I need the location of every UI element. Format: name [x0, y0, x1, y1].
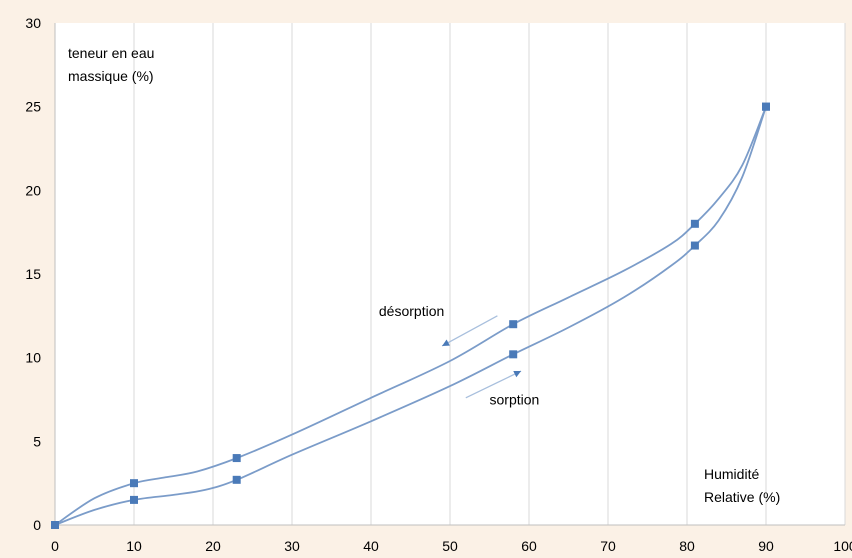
- y-tick-label: 20: [25, 182, 41, 198]
- x-tick-label: 40: [363, 538, 379, 554]
- y-axis-label-line2: massique (%): [68, 68, 154, 84]
- annotation-arrow-head: [513, 370, 522, 378]
- y-tick-label: 30: [25, 15, 41, 31]
- series-group: [51, 102, 770, 529]
- annotation-arrow-line: [441, 315, 498, 347]
- x-tick-label: 60: [521, 538, 537, 554]
- data-point-sorption: [130, 495, 138, 504]
- annotation-arrow-line: [465, 370, 522, 399]
- annotation-arrows: [441, 315, 522, 399]
- y-tick-label: 10: [25, 350, 41, 366]
- y-axis-label-line1: teneur en eau: [68, 45, 154, 61]
- data-point-desorption: [509, 320, 518, 329]
- y-tick-label: 25: [25, 99, 41, 115]
- y-tick-label: 5: [33, 433, 41, 449]
- y-tick-label: 15: [25, 266, 41, 282]
- annotation-arrow-head: [442, 339, 450, 346]
- x-tick-label: 90: [758, 538, 774, 554]
- x-tick-label: 30: [284, 538, 300, 554]
- data-point-sorption: [232, 475, 241, 484]
- x-tick-label: 50: [442, 538, 458, 554]
- x-tick-label: 70: [600, 538, 616, 554]
- x-tick-label: 20: [205, 538, 221, 554]
- annotation-sorption: sorption: [490, 392, 540, 408]
- x-axis-label-line2: Relative (%): [704, 489, 780, 505]
- y-tick-label: 0: [33, 517, 41, 533]
- series-line-sorption: [54, 106, 767, 526]
- x-tick-label: 100: [833, 538, 852, 554]
- x-tick-label: 0: [51, 538, 59, 554]
- data-point-desorption: [130, 479, 138, 488]
- series-line-desorption: [54, 106, 767, 526]
- data-point-desorption: [690, 219, 699, 228]
- data-point-sorption: [51, 521, 59, 529]
- data-point-sorption: [509, 350, 518, 359]
- data-point-sorption: [690, 241, 699, 250]
- data-point-sorption: [762, 102, 770, 111]
- annotation-desorption: désorption: [379, 303, 444, 319]
- x-tick-label: 80: [679, 538, 695, 554]
- data-point-desorption: [232, 454, 241, 463]
- x-axis-label-line1: Humidité: [704, 466, 759, 482]
- chart-text: teneur en eau massique (%) Humidité Rela…: [68, 45, 780, 505]
- axes: 0 10 20 30 40 50 60 70 80 90 100 0 5 10 15 20 25 30: [25, 15, 852, 554]
- x-tick-label: 10: [126, 538, 142, 554]
